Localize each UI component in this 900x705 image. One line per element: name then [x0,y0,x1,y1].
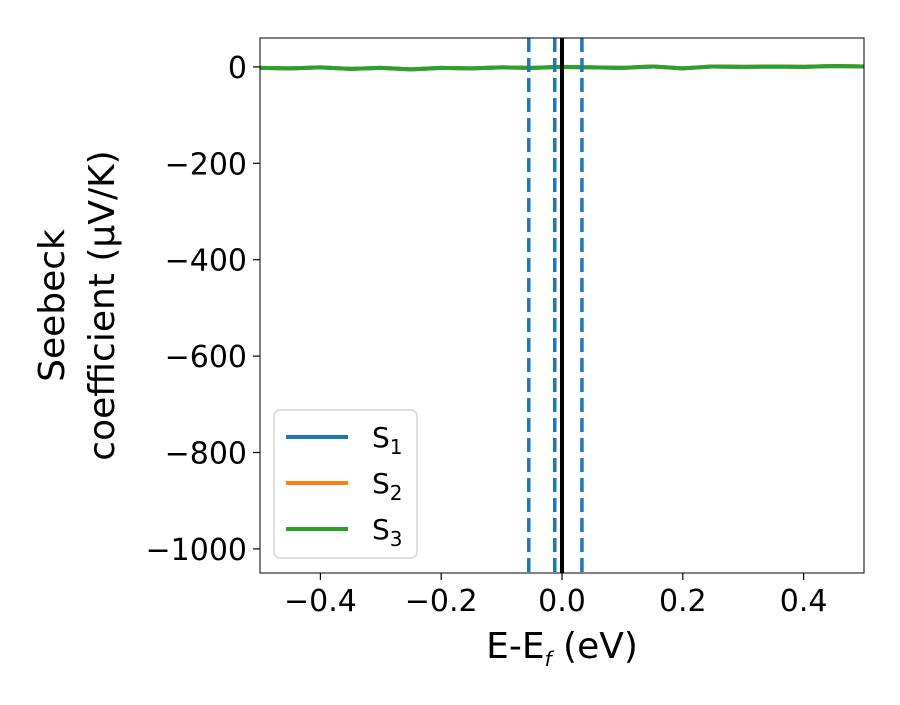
y-tick-label: −200 [165,147,247,182]
y-tick-label: −600 [165,340,247,375]
y-tick-label: 0 [228,51,247,86]
y-axis-ticks: 0 −200 −400 −600 −800 −1000 [146,51,260,568]
y-axis-title: Seebeck coefficient (μV/K) [32,150,123,460]
legend-label-s1: S1 [372,421,403,459]
x-tick-label: −0.4 [284,584,357,619]
x-tick-label: 0.0 [538,584,586,619]
x-tick-label: 0.2 [659,584,707,619]
y-tick-label: −800 [165,437,247,472]
legend-label-s3: S3 [372,513,403,551]
legend-label-s2: S2 [372,467,403,505]
y-tick-label: −1000 [146,533,247,568]
x-axis-ticks: −0.4 −0.2 0.0 0.2 0.4 [284,573,827,619]
legend: S1 S2 S3 [273,409,418,559]
reference-lines-layer [527,38,584,573]
x-axis-title: E-Ef (eV) [486,626,638,671]
y-axis-title-line2: coefficient (μV/K) [82,150,123,460]
y-axis-title-line1: Seebeck [32,229,73,382]
legend-items: S1 S2 S3 [286,421,403,551]
x-tick-label: 0.4 [780,584,828,619]
y-tick-label: −400 [165,244,247,279]
x-tick-label: −0.2 [405,584,478,619]
